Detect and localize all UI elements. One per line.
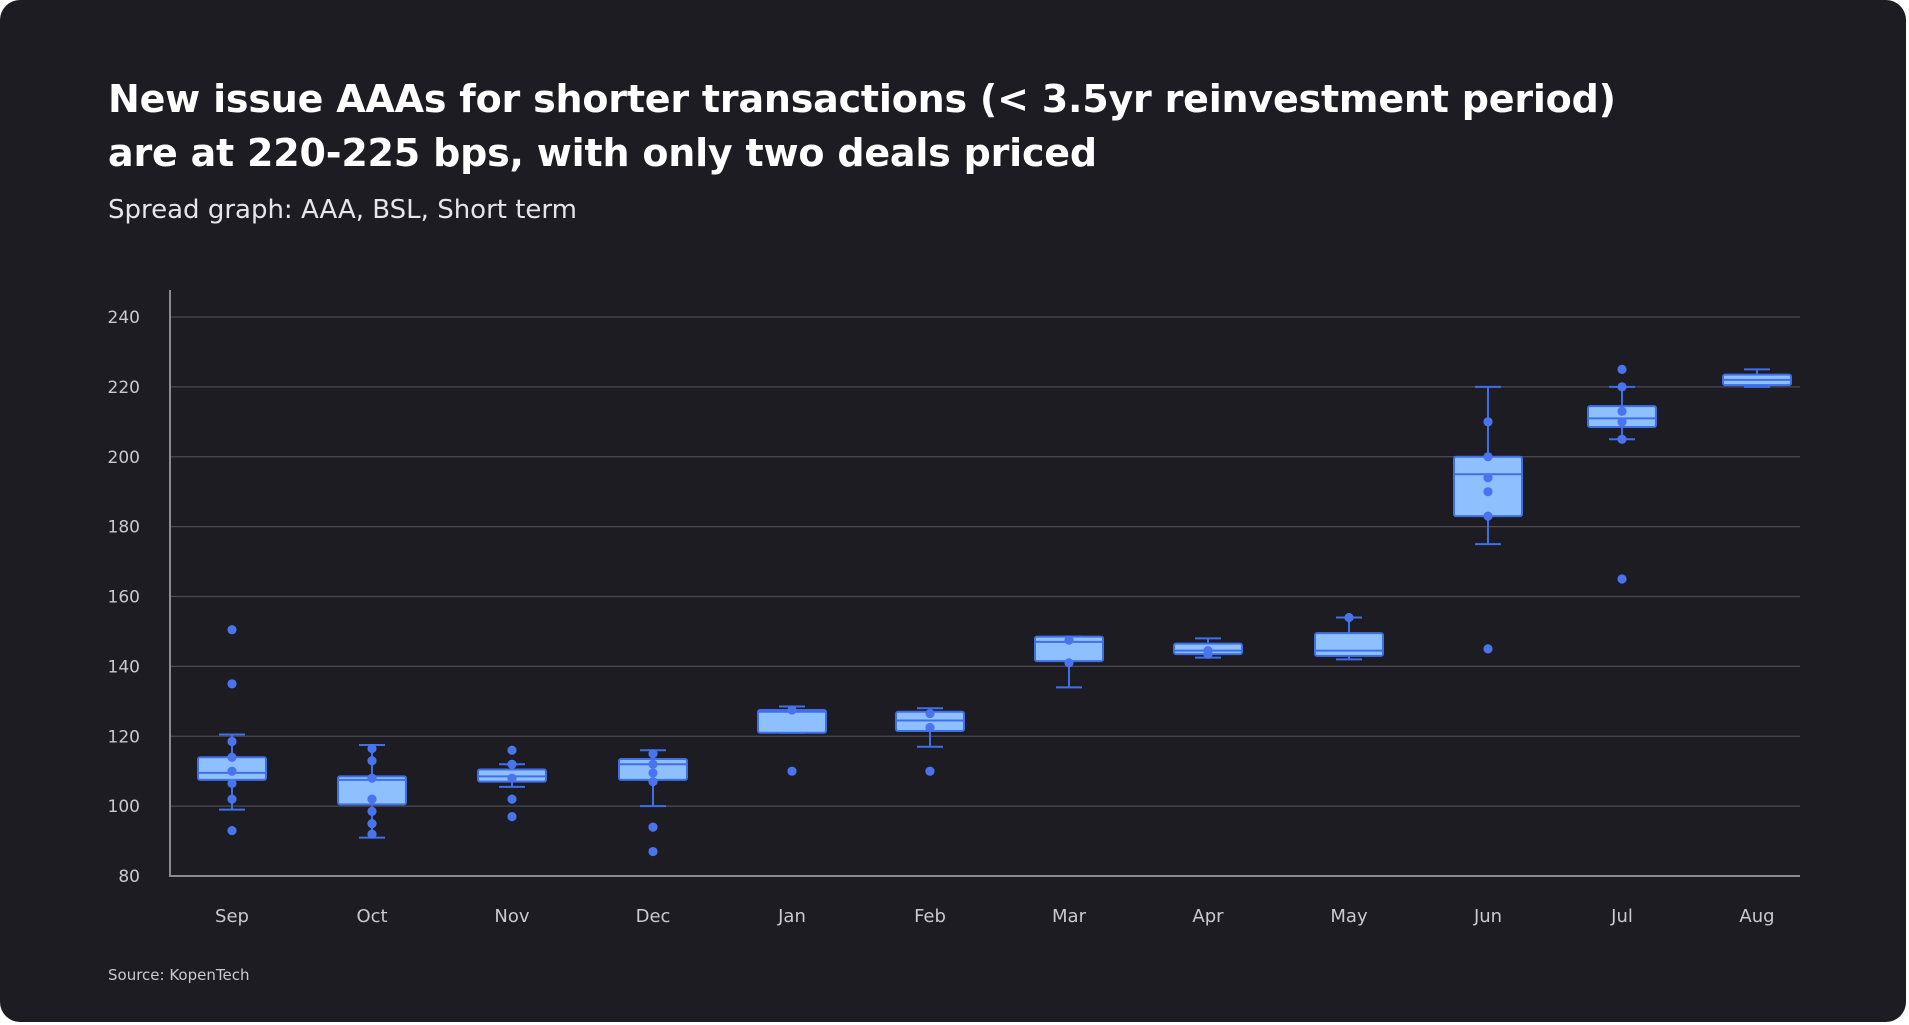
data-point [367,773,377,783]
data-point [1483,417,1493,427]
x-tick-label: Jul [1610,906,1633,927]
chart-title: New issue AAAs for shorter transactions … [108,72,1758,180]
y-tick-label: 160 [108,588,140,608]
chart-title-line-1: New issue AAAs for shorter transactions … [108,77,1616,121]
x-tick-label: Jun [1473,906,1502,927]
data-point [648,759,658,769]
data-point [1483,511,1493,521]
data-point [1617,406,1627,416]
data-point [227,825,237,836]
y-tick-label: 180 [108,518,140,538]
data-point [648,822,658,832]
data-point [1617,574,1627,584]
data-point [227,778,237,789]
data-point [648,777,658,787]
source-note: Source: KopenTech [108,966,250,984]
data-point [1064,658,1074,668]
y-tick-label: 220 [108,378,140,398]
data-point [507,745,517,755]
x-tick-label: Apr [1192,906,1224,927]
data-point [507,812,517,822]
iqr-box [1453,455,1523,518]
data-point [1483,487,1493,497]
chart-subtitle: Spread graph: AAA, BSL, Short term [108,195,577,225]
data-point [367,829,377,839]
data-point [1064,635,1074,645]
data-point [1617,382,1627,392]
data-point [787,766,797,776]
x-tick-label: Mar [1052,906,1087,927]
x-tick-label: Dec [636,906,671,927]
data-point [787,705,797,715]
x-tick-label: Oct [356,906,387,927]
x-tick-label: Jan [777,906,806,927]
data-point [507,773,517,783]
chart-title-line-2: are at 220-225 bps, with only two deals … [108,131,1097,175]
data-point [507,794,517,804]
data-point [227,736,237,747]
data-point [925,722,935,733]
x-tick-label: May [1330,906,1368,927]
y-tick-label: 100 [108,797,140,817]
data-point [367,794,377,804]
y-tick-label: 140 [108,657,140,677]
data-point [648,846,658,857]
x-tick-label: Feb [914,906,946,927]
data-point [367,806,377,816]
data-point [925,708,935,719]
data-point [648,768,658,778]
y-tick-label: 80 [118,867,140,887]
iqr-box [1314,632,1384,657]
data-point [367,756,377,766]
data-point [507,759,517,769]
iqr-box [1587,405,1657,429]
data-point [227,679,237,689]
data-point [1344,612,1354,623]
x-tick-label: Nov [494,906,529,927]
x-tick-label: Aug [1739,906,1774,927]
data-point [1483,452,1493,462]
data-point [227,752,237,762]
y-tick-label: 240 [108,308,140,328]
data-point [227,794,237,804]
data-point [227,766,237,776]
data-point [648,749,658,759]
data-point [1483,644,1493,654]
data-point [1617,434,1627,444]
data-point [227,625,237,635]
data-point [1617,364,1627,375]
y-tick-label: 200 [108,448,140,468]
data-point [1483,473,1493,483]
x-tick-label: Sep [215,906,249,927]
y-tick-label: 120 [108,727,140,747]
data-point [1203,649,1213,659]
data-point [1617,417,1627,427]
data-point [925,766,935,776]
data-point [367,818,377,829]
data-point [367,743,377,754]
